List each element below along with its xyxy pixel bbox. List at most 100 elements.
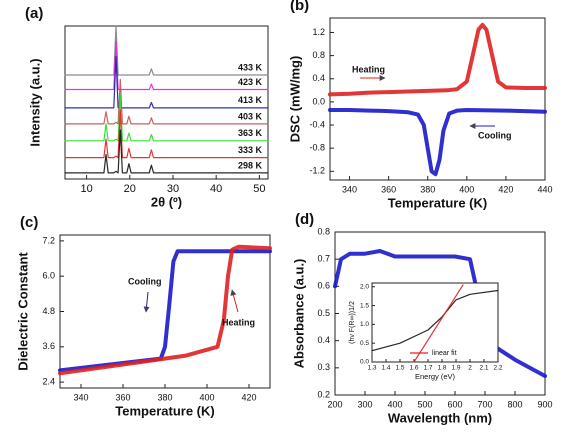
x-tick-label: 20	[124, 183, 136, 195]
y-tick-label: 0.0	[312, 96, 325, 106]
series-line	[328, 22, 547, 97]
x-tick-label: 440	[537, 184, 552, 194]
x-tick-label: 50	[253, 183, 265, 195]
x-tick-label: 200	[327, 399, 342, 409]
y-axis-label: DSC (mW/mg)	[287, 56, 302, 143]
series-label: Cooling	[478, 130, 512, 140]
series-line	[64, 56, 269, 109]
x-tick-label: 400	[199, 392, 214, 402]
y-axis-label: Intensity (a.u.)	[27, 58, 42, 146]
x-tick-label: 40	[210, 183, 222, 195]
plot-frame	[329, 17, 546, 181]
y-tick-label: 1.5	[360, 302, 369, 309]
x-tick-label: 30	[167, 183, 179, 195]
x-tick-label: 1.9	[451, 365, 460, 372]
y-tick-label: 0.4	[312, 73, 325, 83]
series-label: 413 K	[238, 95, 263, 105]
x-tick-label: 380	[420, 184, 435, 194]
series-line	[64, 78, 269, 125]
y-tick-label: 4.8	[42, 306, 55, 316]
series-label: Heating	[352, 64, 385, 74]
y-tick-label: 0.5	[360, 340, 369, 347]
series-line	[64, 109, 269, 159]
legend-label: linear fit	[432, 350, 457, 357]
x-tick-label: 380	[157, 392, 172, 402]
x-tick-label: 360	[115, 392, 130, 402]
y-tick-label: 0.6	[317, 281, 330, 291]
x-tick-label: 420	[498, 184, 513, 194]
x-tick-label: 2	[468, 365, 472, 372]
y-tick-label: 1.0	[360, 321, 369, 328]
series-line	[413, 284, 464, 363]
x-axis-label: Temperature (K)	[115, 403, 214, 418]
x-tick-label: 1.3	[367, 365, 376, 372]
x-tick-label: 900	[537, 399, 552, 409]
x-tick-label: 400	[387, 399, 402, 409]
panel-label: (c)	[20, 214, 38, 231]
y-tick-label: 1.2	[312, 27, 325, 37]
y-tick-label: 0.8	[317, 226, 330, 236]
plot-frame	[371, 282, 499, 363]
series-label: Cooling	[128, 276, 162, 286]
series-line	[64, 40, 269, 91]
x-tick-label: 1.8	[437, 365, 446, 372]
panel-label: (d)	[295, 211, 314, 228]
x-tick-label: 800	[507, 399, 522, 409]
y-axis-label: (hν F(R∞))1/2	[349, 301, 356, 344]
y-tick-label: 2.0	[360, 283, 369, 290]
x-tick-label: 10	[80, 183, 92, 195]
series-line	[328, 108, 547, 177]
panel-label: (b)	[290, 0, 309, 14]
series-line	[58, 244, 272, 376]
y-tick-label: 0.2	[317, 389, 330, 399]
x-tick-label: 2.2	[493, 365, 502, 372]
y-tick-label: 0.8	[312, 50, 325, 60]
y-axis-label: Dielectric Constant	[15, 252, 30, 371]
x-tick-label: 1.6	[409, 365, 418, 372]
y-tick-label: 7.2	[42, 235, 55, 245]
x-tick-label: 300	[357, 399, 372, 409]
x-tick-label: 1.4	[381, 365, 390, 372]
x-tick-label: 700	[477, 399, 492, 409]
y-tick-label: 0.4	[317, 335, 330, 345]
y-axis-label: Absorbance (a.u.)	[291, 259, 306, 369]
annotation-arrow	[143, 291, 150, 313]
series-label: 333 K	[238, 145, 263, 155]
x-axis-label: Temperature (K)	[388, 195, 487, 210]
annotation-arrow	[230, 289, 239, 313]
plot-frame	[64, 25, 269, 180]
y-tick-label: 0.5	[317, 308, 330, 318]
x-tick-label: 420	[241, 392, 256, 402]
y-tick-label: 0.0	[360, 359, 369, 366]
y-tick-label: 0.3	[317, 362, 330, 372]
y-tick-label: 0.7	[317, 254, 330, 264]
y-tick-label: -0.4	[309, 119, 325, 129]
y-tick-label: -0.8	[309, 143, 325, 153]
plot-frame	[59, 234, 271, 389]
series-label: Heating	[222, 317, 255, 327]
series-line	[64, 129, 269, 174]
x-axis-label: 2θ (º)	[151, 194, 182, 209]
panel-label: (a)	[25, 5, 43, 22]
x-tick-label: 400	[459, 184, 474, 194]
series-label: 423 K	[238, 77, 263, 87]
x-tick-label: 1.7	[423, 365, 432, 372]
series-line	[64, 94, 269, 142]
y-tick-label: 6.0	[42, 271, 55, 281]
series-label: 298 K	[238, 160, 263, 170]
x-tick-label: 500	[417, 399, 432, 409]
y-tick-label: -1.2	[309, 166, 325, 176]
x-tick-label: 340	[73, 392, 88, 402]
y-tick-label: 3.6	[42, 341, 55, 351]
x-tick-label: 600	[447, 399, 462, 409]
x-tick-label: 2.1	[479, 365, 488, 372]
series-line	[64, 25, 269, 76]
x-axis-label: Wavelength (nm)	[388, 410, 492, 425]
x-tick-label: 360	[381, 184, 396, 194]
series-label: 403 K	[238, 111, 263, 121]
x-axis-label: Energy (eV)	[415, 372, 456, 381]
y-tick-label: 2.4	[42, 376, 55, 386]
x-tick-label: 1.5	[395, 365, 404, 372]
